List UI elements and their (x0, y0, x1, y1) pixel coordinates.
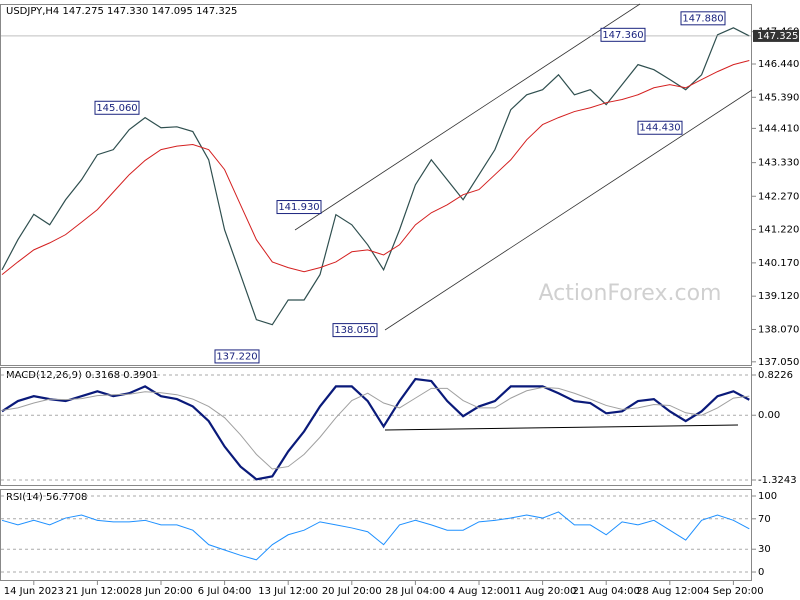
indicator-line (1, 386, 750, 470)
y-tick-label: 141.220 (758, 225, 799, 236)
y-tick-label: 137.050 (758, 357, 799, 368)
x-tick-label: 20 Jul 20:00 (322, 586, 382, 597)
annotation-box (332, 323, 378, 338)
last-price-label: 147.325 (757, 31, 798, 42)
indicator-line (1, 60, 750, 275)
x-tick-label: 13 Jul 12:00 (258, 586, 318, 597)
annotation-label: 144.430 (639, 123, 680, 134)
macd-title: MACD(12,26,9) 0.3168 0.3901 (6, 370, 158, 381)
x-tick-label: 14 Jun 2023 (4, 586, 64, 597)
x-tick-label: 6 Jul 04:00 (198, 586, 252, 597)
annotation-box (600, 27, 646, 42)
price-title: USDJPY,H4 147.275 147.330 147.095 147.32… (6, 6, 237, 17)
x-tick-label: 21 Aug 04:00 (572, 586, 639, 597)
x-tick-label: 21 Jun 12:00 (66, 586, 130, 597)
y-tick-label: 142.270 (758, 191, 799, 202)
channel-lower (384, 89, 753, 331)
annotation-box (276, 200, 322, 215)
x-tick-label: 4 Sep 20:00 (703, 586, 763, 597)
rsi-panel (0, 489, 752, 581)
x-tick-label: 11 Aug 20:00 (509, 586, 576, 597)
annotation-box (94, 100, 140, 115)
annotation-label: 141.930 (278, 202, 319, 213)
annotation-label: 147.880 (682, 13, 723, 24)
y-tick-label: 0 (758, 567, 764, 578)
annotation-label: 147.360 (602, 30, 643, 41)
indicator-line (1, 511, 750, 561)
y-tick-label: 30 (758, 544, 771, 555)
price-line (1, 27, 750, 326)
annotation-label: 145.060 (96, 103, 137, 114)
y-tick-label: 0.00 (758, 410, 780, 421)
x-tick-label: 28 Jul 04:00 (385, 586, 445, 597)
x-tick-label: 28 Jun 20:00 (129, 586, 193, 597)
annotation-box (680, 11, 726, 26)
annotation-box (214, 349, 260, 364)
x-tick-label: 28 Aug 12:00 (636, 586, 703, 597)
y-tick-label: 138.070 (758, 324, 799, 335)
x-tick-label: 4 Aug 12:00 (448, 586, 509, 597)
channel-upper (294, 3, 641, 231)
price-panel (0, 4, 752, 366)
last-price-box (753, 29, 799, 42)
y-tick-label: 139.120 (758, 291, 799, 302)
macd-trendline (384, 424, 739, 431)
y-tick-label: 140.170 (758, 258, 799, 269)
y-tick-label: 143.330 (758, 158, 799, 169)
macd-panel (0, 367, 752, 486)
y-tick-label: 144.410 (758, 123, 799, 134)
y-tick-label: 145.390 (758, 92, 799, 103)
annotation-box (637, 120, 683, 135)
annotation-label: 138.050 (334, 325, 375, 336)
annotation-label: 137.220 (216, 351, 257, 362)
watermark: ActionForex.com (539, 281, 722, 306)
y-tick-label: -1.3243 (758, 475, 797, 486)
y-tick-label: 146.440 (758, 59, 799, 70)
y-tick-label: 100 (758, 491, 777, 502)
rsi-title: RSI(14) 56.7708 (6, 492, 87, 503)
y-tick-label: 70 (758, 514, 771, 525)
y-tick-label: 0.8226 (758, 370, 793, 381)
